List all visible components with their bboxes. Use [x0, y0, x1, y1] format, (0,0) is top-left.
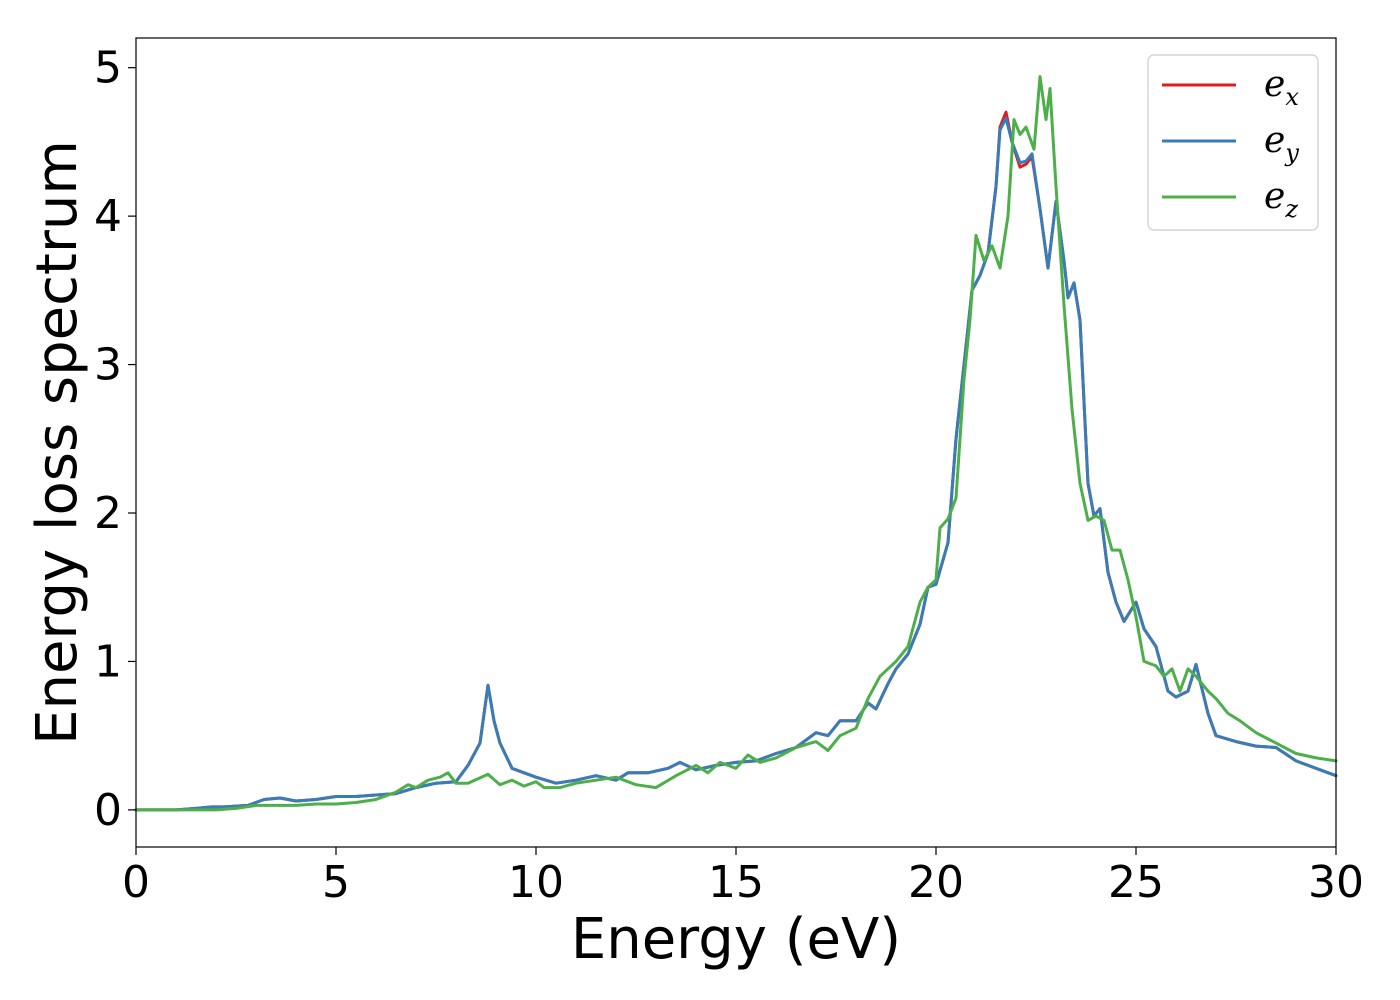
legend-label-z: ez [1264, 176, 1298, 223]
legend-label-base: e [1264, 120, 1285, 161]
x-axis-label: Energy (eV) [571, 907, 901, 972]
legend-label-base: e [1264, 176, 1285, 217]
x-tick-label: 0 [122, 857, 150, 908]
legend-label-y: ey [1264, 120, 1299, 167]
x-tick-label: 25 [1108, 857, 1164, 908]
y-tick-label: 0 [94, 785, 122, 836]
legend-label-subscript: z [1284, 195, 1298, 223]
y-tick-label: 4 [94, 191, 122, 242]
series-line-y [134, 116, 1338, 812]
x-tick-label: 20 [908, 857, 964, 908]
y-axis: 0 1 2 3 4 5 [94, 43, 136, 836]
legend-label-base: e [1264, 64, 1285, 105]
y-tick-label: 1 [94, 636, 122, 687]
x-axis: 0 5 10 15 20 25 30 [122, 847, 1364, 908]
x-tick-label: 30 [1308, 857, 1364, 908]
legend-label-subscript: x [1285, 83, 1299, 111]
x-tick-label: 15 [708, 857, 764, 908]
y-axis-label: Energy loss spectrum [25, 140, 90, 745]
y-tick-label: 3 [94, 340, 122, 391]
y-tick-label: 2 [94, 488, 122, 539]
y-tick-label: 5 [94, 43, 122, 94]
series-layer [134, 75, 1338, 812]
series-line-z [134, 75, 1338, 812]
x-tick-label: 10 [508, 857, 564, 908]
legend-label-x: ex [1264, 64, 1299, 111]
x-tick-label: 5 [322, 857, 350, 908]
legend-label-subscript: y [1284, 139, 1299, 167]
